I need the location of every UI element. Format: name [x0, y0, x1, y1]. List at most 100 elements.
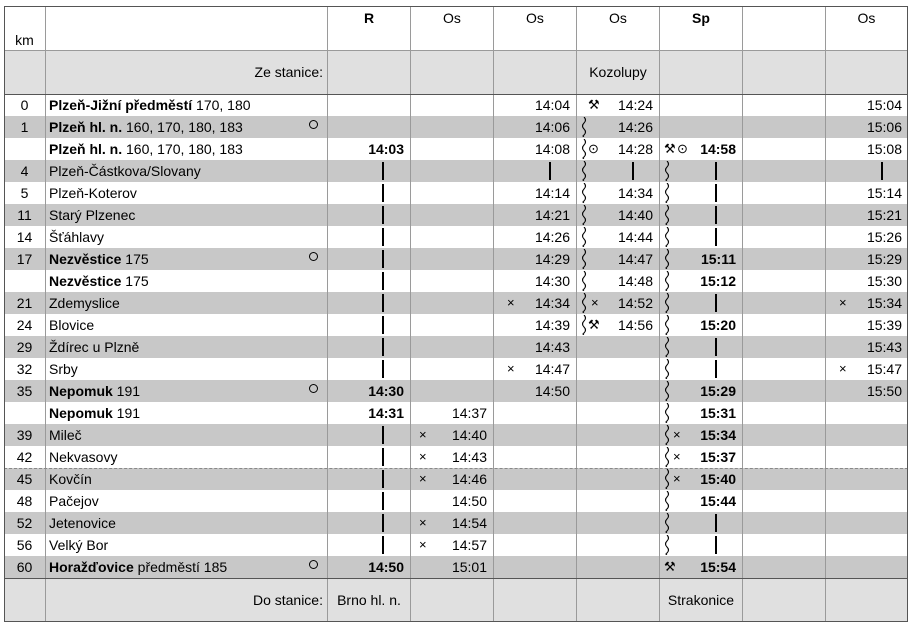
from-station-kozolupy: Kozolupy: [589, 64, 647, 80]
request-stop-icon: ×: [839, 361, 847, 376]
time-os2: 14:47: [534, 361, 570, 377]
wavy-line-icon: [664, 491, 670, 511]
time-os1: 14:40: [451, 427, 487, 443]
time-os2: 14:06: [534, 119, 570, 135]
station-lines: 175: [121, 273, 149, 289]
station-lines: 160, 170, 180, 183: [122, 141, 243, 157]
connection-circle-icon: [309, 252, 318, 261]
time-os4: 15:08: [866, 141, 902, 157]
station-name-bold: Horažďovice: [49, 559, 134, 575]
station-name: Ždírec u Plzně: [49, 339, 139, 355]
station-name: Nezvěstice 175: [49, 273, 149, 289]
pass-through-mark: [715, 184, 717, 202]
wavy-line-icon: [581, 117, 587, 137]
table-frame: [4, 6, 908, 622]
circle-dot-icon: ⊙: [588, 141, 599, 156]
table-row: 17 Nezvěstice 175: [4, 248, 908, 270]
km-value: 35: [16, 383, 33, 399]
time-os2: 14:43: [534, 339, 570, 355]
pass-through-mark: [382, 426, 384, 444]
grid-line: [45, 6, 46, 622]
time-os1: 14:43: [451, 449, 487, 465]
pass-through-mark: [715, 228, 717, 246]
station-name: Zdemyslice: [49, 295, 120, 311]
time-r: 14:31: [368, 405, 404, 421]
pass-through-mark: [382, 250, 384, 268]
station-lines: Plzeň-Částkova/Slovany: [49, 163, 201, 179]
station-name: Nepomuk 191: [49, 383, 140, 399]
station-name: Pačejov: [49, 493, 99, 509]
time-os4: 15:43: [866, 339, 902, 355]
wavy-line-icon: [664, 381, 670, 401]
km-value: 1: [20, 119, 29, 135]
wavy-line-icon: [664, 227, 670, 247]
request-stop-icon: ×: [673, 471, 681, 486]
time-os3: 14:52: [617, 295, 653, 311]
request-stop-icon: ×: [419, 471, 427, 486]
wavy-line-icon: [664, 359, 670, 379]
time-os4: 15:34: [866, 295, 902, 311]
km-value: 14: [16, 229, 33, 245]
hammer-icon: ⚒: [588, 317, 600, 332]
wavy-line-icon: [581, 161, 587, 181]
time-sp: 15:31: [700, 405, 736, 421]
dashed-separator: [4, 468, 908, 469]
wavy-line-icon: [664, 337, 670, 357]
station-lines: Velký Bor: [49, 537, 109, 553]
station-lines: předměstí 185: [133, 559, 228, 575]
station-lines: 175: [121, 251, 149, 267]
request-stop-icon: ×: [419, 515, 427, 530]
time-os2: 14:04: [534, 97, 570, 113]
pass-through-mark: [715, 338, 717, 356]
train-header-os-1: Os: [443, 10, 461, 26]
pass-through-mark: [382, 162, 384, 180]
km-value: 0: [20, 97, 29, 113]
to-station-row: [4, 578, 908, 622]
pass-through-mark: [715, 536, 717, 554]
km-value: 52: [16, 515, 33, 531]
table-row: 45 Kovčín: [4, 468, 908, 490]
wavy-line-icon: [581, 205, 587, 225]
time-sp: 14:58: [700, 141, 736, 157]
wavy-line-icon: [664, 535, 670, 555]
pass-through-mark: [382, 448, 384, 466]
table-row: Plzeň hl. n. 160, 170, 180, 183: [4, 138, 908, 160]
time-os4: 15:47: [866, 361, 902, 377]
table-row: 11 Starý Plzenec: [4, 204, 908, 226]
table-row: 39 Mileč: [4, 424, 908, 446]
pass-through-mark: [715, 206, 717, 224]
time-os4: 15:14: [866, 185, 902, 201]
station-lines: Ždírec u Plzně: [49, 339, 140, 355]
wavy-line-icon: [664, 403, 670, 423]
pass-through-mark: [382, 228, 384, 246]
request-stop-icon: ×: [507, 361, 515, 376]
station-lines: 160, 170, 180, 183: [122, 119, 243, 135]
wavy-line-icon: [581, 227, 587, 247]
grid-line: [410, 6, 411, 622]
pass-through-mark: [382, 470, 384, 488]
wavy-line-icon: [581, 249, 587, 269]
header-row: [4, 6, 908, 50]
station-name: Jetenovice: [49, 515, 116, 531]
time-sp: 15:40: [700, 471, 736, 487]
station-name: Kovčín: [49, 471, 92, 487]
time-sp: 15:54: [700, 559, 736, 575]
connection-circle-icon: [309, 120, 318, 129]
grid-line: [4, 50, 908, 51]
km-value: 60: [16, 559, 33, 575]
wavy-line-icon: [664, 425, 670, 445]
time-os1: 14:46: [451, 471, 487, 487]
wavy-line-icon: [664, 513, 670, 533]
pass-through-mark: [632, 162, 634, 180]
request-stop-icon: ×: [591, 295, 599, 310]
request-stop-icon: ×: [419, 427, 427, 442]
table-row: Nepomuk 191: [4, 402, 908, 424]
km-value: 39: [16, 427, 33, 443]
time-os4: 15:06: [866, 119, 902, 135]
time-os1: 14:54: [451, 515, 487, 531]
time-os4: 15:30: [866, 273, 902, 289]
km-value: 48: [16, 493, 33, 509]
time-os2: 14:29: [534, 251, 570, 267]
station-lines: Jetenovice: [49, 515, 116, 531]
station-lines: Mileč: [49, 427, 82, 443]
